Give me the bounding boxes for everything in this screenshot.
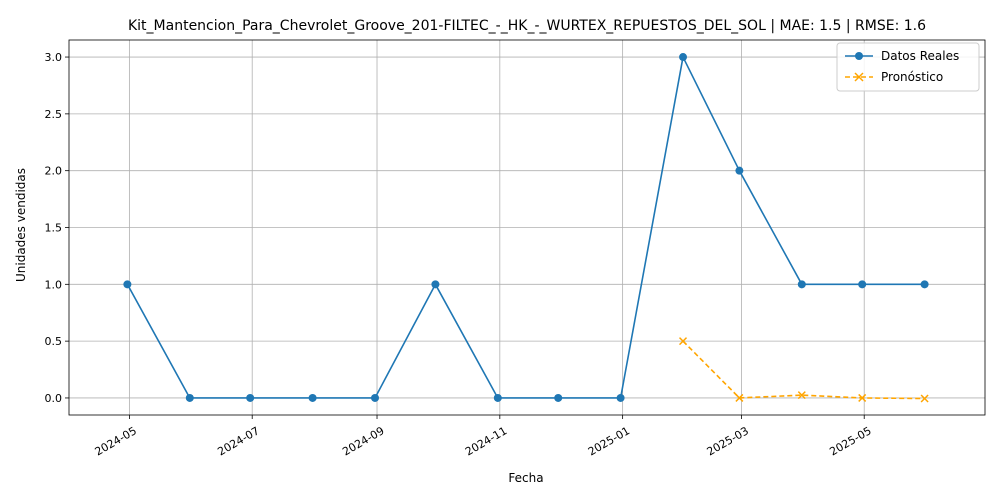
data-point-pronostico [735,393,744,402]
y-tick-label: 0.0 [45,392,63,405]
data-point-datos-reales [123,280,132,289]
x-axis-label: Fecha [508,471,543,485]
data-point-datos-reales [246,393,255,402]
data-point-pronostico [920,394,929,403]
data-point-datos-reales [616,393,625,402]
y-tick-label: 3.0 [45,51,63,64]
legend-marker-pronostico [854,72,864,82]
y-tick-label: 2.5 [45,108,63,121]
data-point-pronostico [797,391,806,400]
series-line-datos-reales [126,56,925,399]
data-point-datos-reales [185,393,194,402]
legend: Datos Reales Pronóstico [836,42,980,92]
y-tick-label: 0.5 [45,335,63,348]
y-tick-label: 1.0 [45,278,63,291]
legend-label-pronostico: Pronóstico [881,70,943,84]
data-point-datos-reales [797,280,806,289]
y-axis-label: Unidades vendidas [14,168,28,282]
data-point-datos-reales [679,53,688,62]
legend-box [836,42,980,92]
data-point-datos-reales [493,393,502,402]
series-layer [123,53,929,403]
data-point-datos-reales [735,166,744,175]
legend-label-datos-reales: Datos Reales [881,49,959,63]
y-tick-label: 2.0 [45,165,63,178]
data-point-datos-reales [308,393,317,402]
legend-marker-datos-reales [855,52,863,60]
data-point-pronostico [858,393,867,402]
data-point-datos-reales [431,280,440,289]
data-point-datos-reales [920,280,929,289]
data-point-datos-reales [858,280,867,289]
y-tick-label: 1.5 [45,222,63,235]
data-point-pronostico [678,337,688,346]
data-point-datos-reales [554,393,563,402]
chart-title: Kit_Mantencion_Para_Chevrolet_Groove_201… [128,18,926,34]
data-point-datos-reales [371,393,380,402]
